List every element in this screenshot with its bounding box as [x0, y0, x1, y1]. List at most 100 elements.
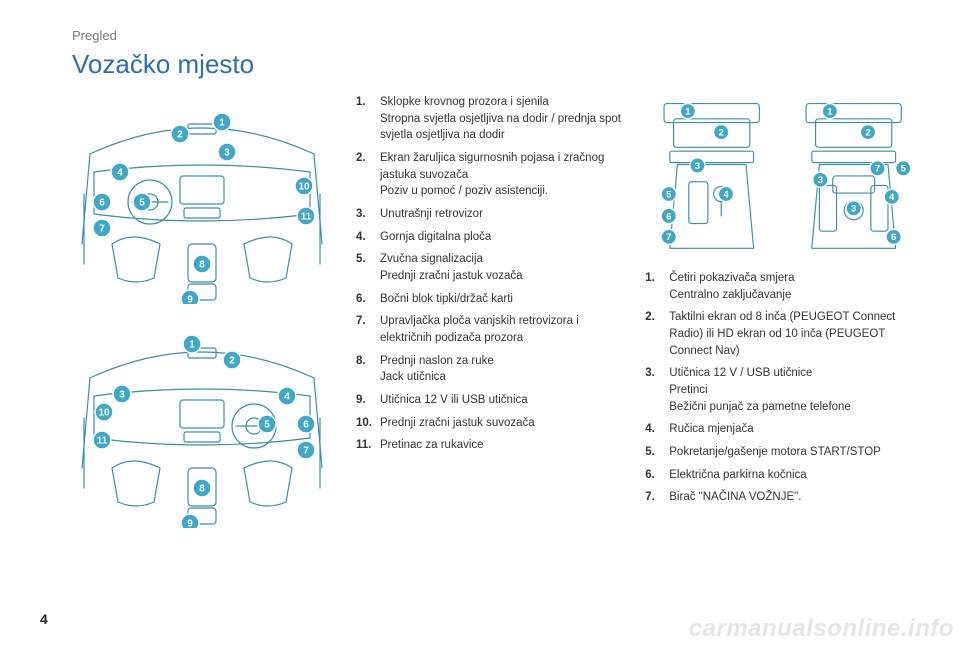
svg-text:4: 4 [284, 392, 290, 403]
console-diagrams: 1234567 12334567 [645, 94, 920, 256]
list-item-line: Utičnica 12 V / USB utičnice [669, 365, 920, 382]
console-diagram-right: 12334567 [787, 94, 920, 256]
svg-text:2: 2 [865, 127, 870, 138]
svg-text:6: 6 [99, 198, 105, 209]
svg-text:3: 3 [817, 175, 822, 186]
list-item-line: Jack utičnica [380, 369, 621, 386]
list-item-line: Prednji naslon za ruke [380, 353, 621, 370]
list-item-number: 8. [356, 353, 380, 386]
svg-text:8: 8 [199, 484, 205, 495]
list-item-text: Električna parkirna kočnica [669, 467, 920, 484]
svg-text:7: 7 [666, 232, 671, 243]
svg-text:7: 7 [303, 446, 309, 457]
list-item-line: Pokretanje/gašenje motora START/STOP [669, 444, 920, 461]
list-item-line: Taktilni ekran od 8 inča (PEUGEOT Connec… [669, 309, 920, 359]
list-item-line: Četiri pokazivača smjera [669, 270, 920, 287]
svg-text:6: 6 [303, 420, 309, 431]
manual-page: Pregled Vozačko mjesto 1234567891011 123… [0, 0, 960, 649]
right-column: 1234567 12334567 1.Četiri pokazivača smj… [645, 94, 920, 528]
list-item-number: 5. [356, 251, 380, 284]
list-item-number: 6. [356, 291, 380, 308]
svg-text:5: 5 [264, 420, 270, 431]
list-item: 10.Prednji zračni jastuk suvozača [356, 415, 621, 432]
list-item-number: 9. [356, 392, 380, 409]
list-item-line: Bočni blok tipki/držač karti [380, 291, 621, 308]
list-item: 2.Ekran žaruljica sigurnosnih pojasa i z… [356, 150, 621, 200]
list-item-text: Ručica mjenjača [669, 421, 920, 438]
list-item-text: Pretinac za rukavice [380, 437, 621, 454]
watermark: carmanualsonline.info [683, 609, 960, 649]
list-item: 4.Gornja digitalna ploča [356, 229, 621, 246]
svg-text:2: 2 [719, 127, 724, 138]
list-item-line: Unutrašnji retrovizor [380, 206, 621, 223]
list-item-text: Bočni blok tipki/držač karti [380, 291, 621, 308]
svg-text:1: 1 [827, 106, 833, 117]
list-item: 11.Pretinac za rukavice [356, 437, 621, 454]
svg-text:7: 7 [99, 224, 105, 235]
list-item-text: Prednji naslon za rukeJack utičnica [380, 353, 621, 386]
list-item-line: Upravljačka ploča vanjskih retrovizora i… [380, 313, 621, 346]
list-item: 7.Birač "NAČINA VOŽNJE". [645, 489, 920, 506]
svg-text:1: 1 [189, 340, 195, 351]
list-item-number: 4. [356, 229, 380, 246]
list-item: 3.Unutrašnji retrovizor [356, 206, 621, 223]
list-item-number: 3. [645, 365, 669, 415]
console-legend-list: 1.Četiri pokazivača smjeraCentralno zakl… [645, 270, 920, 506]
svg-text:4: 4 [117, 168, 123, 179]
list-item-number: 7. [645, 489, 669, 506]
svg-text:9: 9 [187, 295, 193, 305]
list-item-text: Utičnica 12 V ili USB utičnica [380, 392, 621, 409]
list-item: 6.Električna parkirna kočnica [645, 467, 920, 484]
list-item: 2.Taktilni ekran od 8 inča (PEUGEOT Conn… [645, 309, 920, 359]
list-item: 7.Upravljačka ploča vanjskih retrovizora… [356, 313, 621, 346]
content-columns: 1234567891011 1234567891011 1.Sklopke kr… [72, 94, 920, 528]
middle-column: 1.Sklopke krovnog prozora i sjenilaStrop… [356, 94, 621, 528]
list-item-text: Sklopke krovnog prozora i sjenilaStropna… [380, 94, 621, 144]
list-item-line: Zvučna signalizacija [380, 251, 621, 268]
list-item-line: Sklopke krovnog prozora i sjenila [380, 94, 621, 111]
svg-text:6: 6 [891, 232, 896, 243]
list-item-line: Pretinci [669, 382, 920, 399]
list-item-line: Električna parkirna kočnica [669, 467, 920, 484]
list-item-text: Ekran žaruljica sigurnosnih pojasa i zra… [380, 150, 621, 200]
list-item-line: Poziv u pomoć / poziv asistenciji. [380, 183, 621, 200]
console-diagram-left: 1234567 [645, 94, 778, 256]
list-item-text: Zvučna signalizacijaPrednji zračni jastu… [380, 251, 621, 284]
svg-text:6: 6 [666, 211, 671, 222]
svg-text:7: 7 [874, 164, 879, 175]
list-item-text: Četiri pokazivača smjeraCentralno zaklju… [669, 270, 920, 303]
list-item-number: 11. [356, 437, 380, 454]
list-item-number: 1. [645, 270, 669, 303]
list-item: 3.Utičnica 12 V / USB utičnicePretinciBe… [645, 365, 920, 415]
dashboard-legend-list: 1.Sklopke krovnog prozora i sjenilaStrop… [356, 94, 621, 454]
list-item-number: 3. [356, 206, 380, 223]
svg-text:10: 10 [98, 408, 110, 419]
svg-text:4: 4 [724, 189, 730, 200]
svg-text:4: 4 [889, 192, 895, 203]
svg-text:5: 5 [666, 189, 672, 200]
page-number: 4 [40, 611, 48, 627]
list-item: 9.Utičnica 12 V ili USB utičnica [356, 392, 621, 409]
list-item-line: Bežični punjač za pametne telefone [669, 399, 920, 416]
svg-text:3: 3 [224, 148, 230, 159]
svg-text:8: 8 [199, 260, 205, 271]
list-item-line: Utičnica 12 V ili USB utičnica [380, 392, 621, 409]
list-item: 5.Pokretanje/gašenje motora START/STOP [645, 444, 920, 461]
svg-text:10: 10 [298, 182, 310, 193]
list-item-text: Upravljačka ploča vanjskih retrovizora i… [380, 313, 621, 346]
list-item: 6.Bočni blok tipki/držač karti [356, 291, 621, 308]
list-item-line: Stropna svjetla osjetljiva na dodir / pr… [380, 111, 621, 144]
list-item-number: 1. [356, 94, 380, 144]
list-item-line: Centralno zaključavanje [669, 287, 920, 304]
list-item-text: Prednji zračni jastuk suvozača [380, 415, 621, 432]
list-item-line: Birač "NAČINA VOŽNJE". [669, 489, 920, 506]
list-item-number: 2. [645, 309, 669, 359]
svg-text:1: 1 [219, 118, 225, 129]
list-item-line: Ekran žaruljica sigurnosnih pojasa i zra… [380, 150, 621, 183]
list-item: 1.Sklopke krovnog prozora i sjenilaStrop… [356, 94, 621, 144]
list-item-text: Birač "NAČINA VOŽNJE". [669, 489, 920, 506]
left-column: 1234567891011 1234567891011 [72, 94, 332, 528]
list-item-number: 2. [356, 150, 380, 200]
list-item: 1.Četiri pokazivača smjeraCentralno zakl… [645, 270, 920, 303]
section-label: Pregled [72, 28, 920, 43]
